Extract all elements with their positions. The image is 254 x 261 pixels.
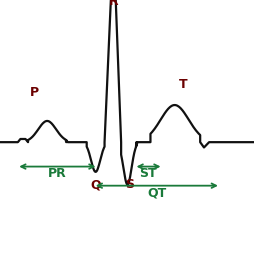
Text: Q: Q	[90, 178, 101, 191]
Text: PR: PR	[48, 167, 67, 180]
Text: T: T	[179, 78, 187, 91]
Text: ST: ST	[139, 167, 157, 180]
Text: P: P	[30, 86, 39, 99]
Text: QT: QT	[147, 186, 166, 199]
Text: S: S	[124, 178, 134, 191]
Text: R: R	[108, 0, 118, 9]
